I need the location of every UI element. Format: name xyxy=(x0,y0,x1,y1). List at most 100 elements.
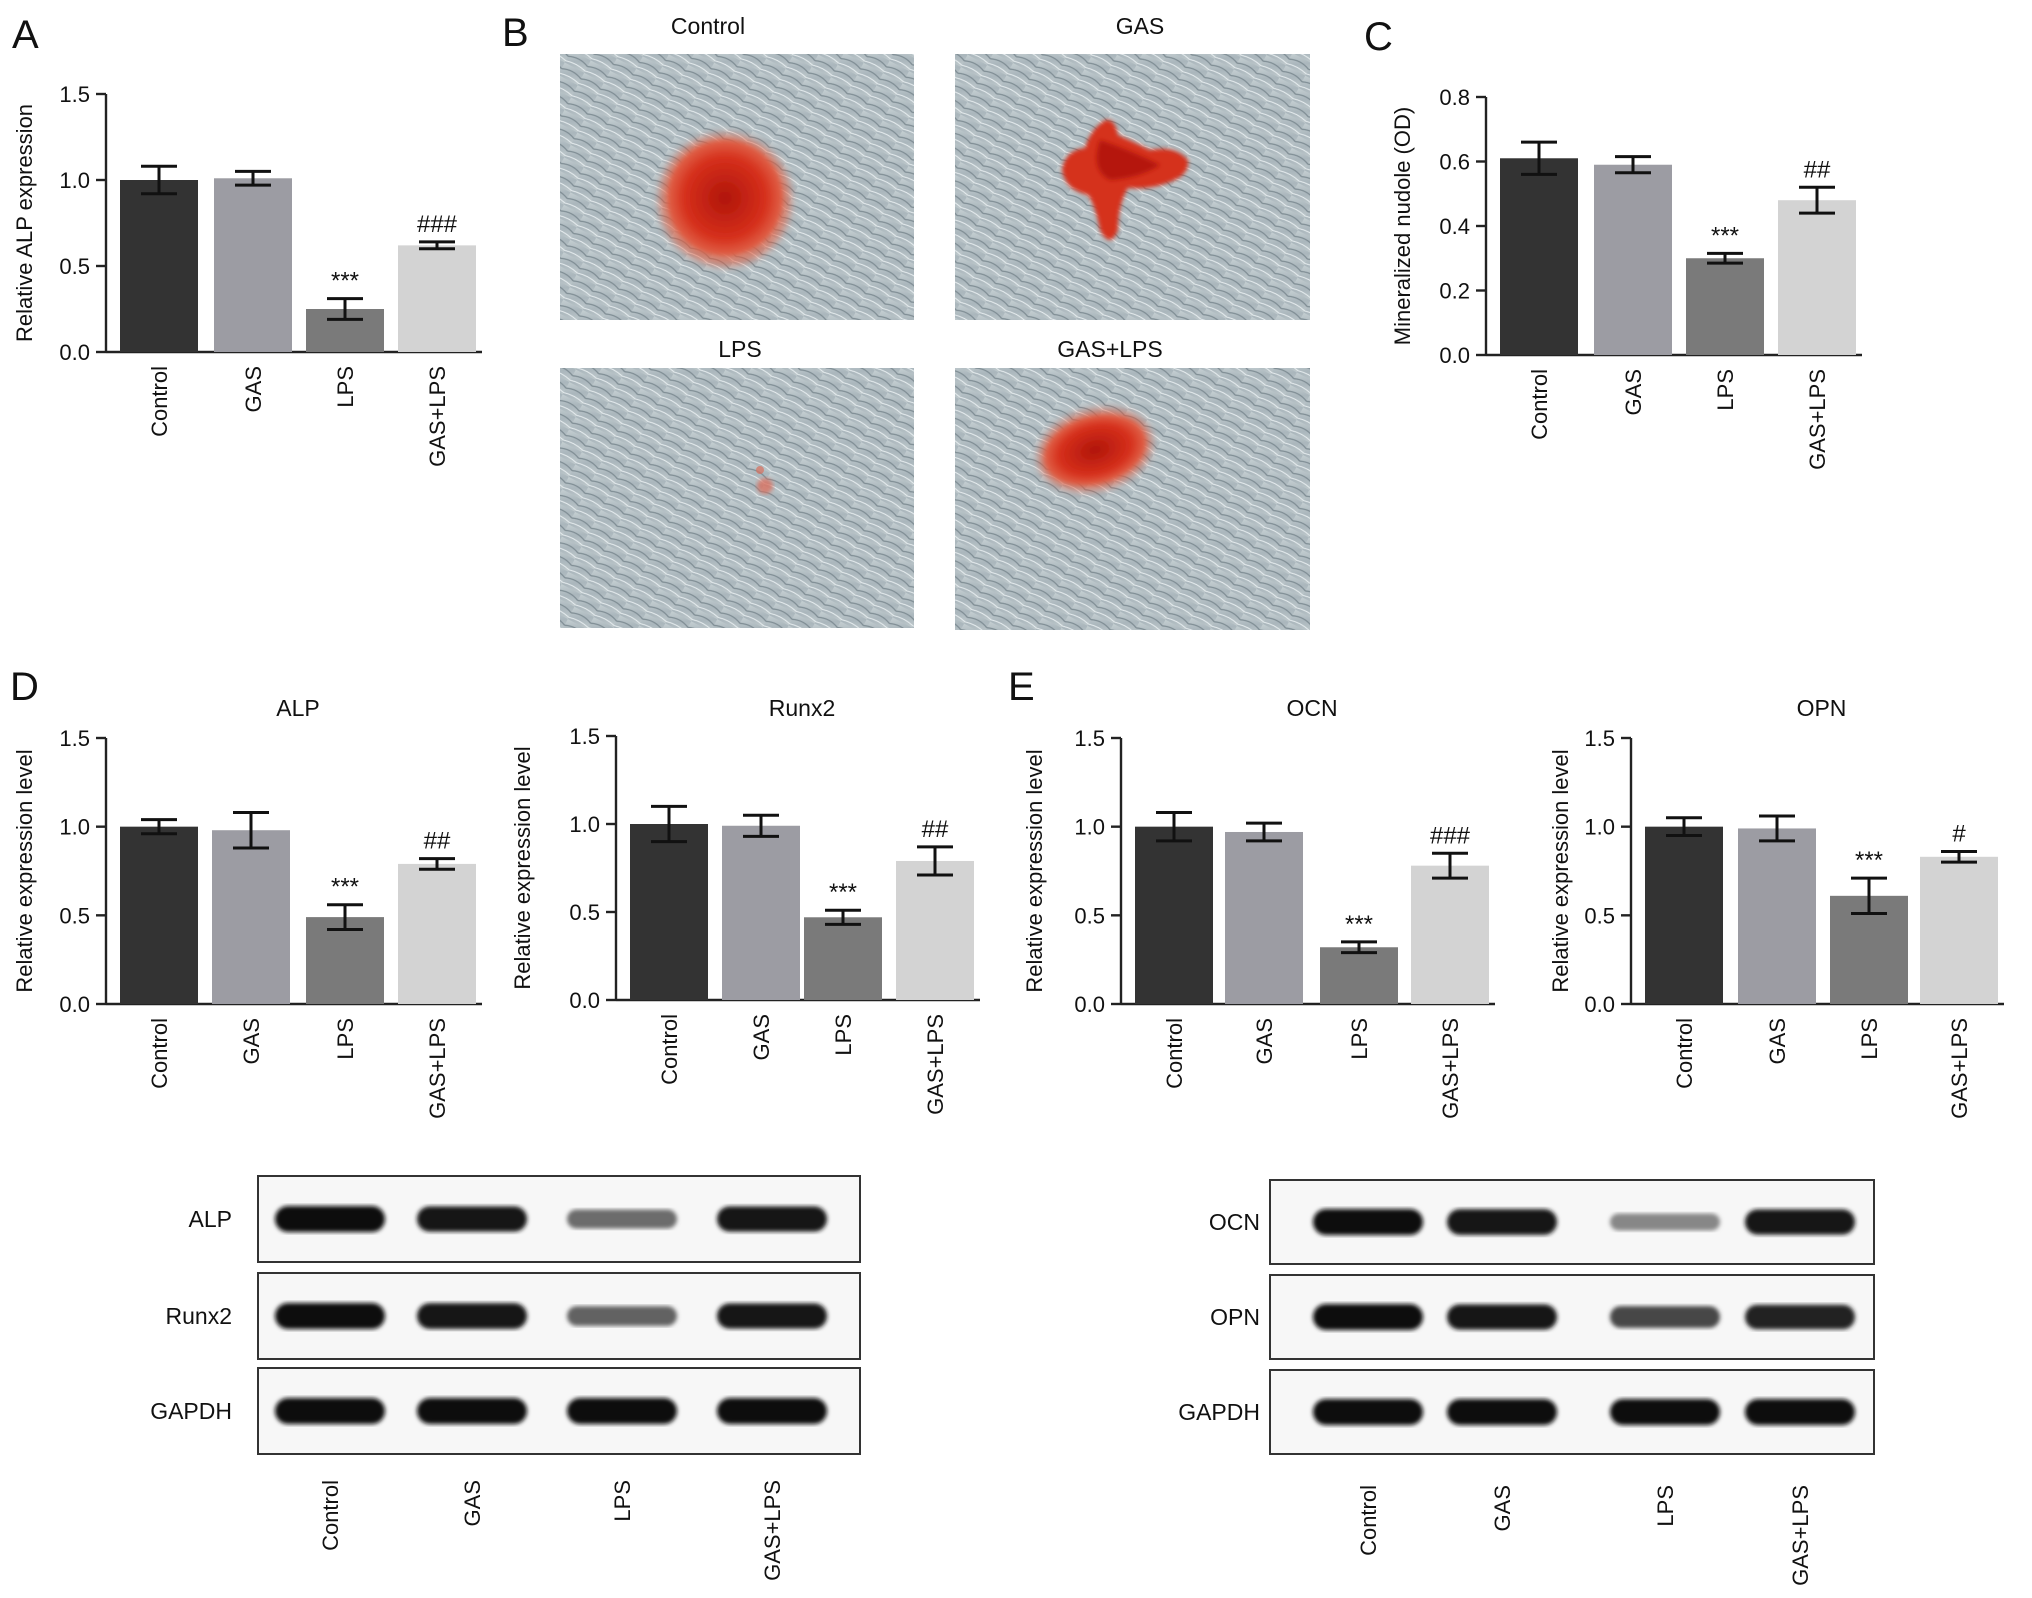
bar-control xyxy=(1645,826,1723,1004)
chart-title: Runx2 xyxy=(769,695,835,721)
y-tick-label: 0.0 xyxy=(59,340,90,365)
blot-band xyxy=(1745,1399,1855,1425)
x-tick-label: Control xyxy=(1527,369,1552,440)
blot-band xyxy=(1313,1399,1423,1425)
blot-row-label: OPN xyxy=(1210,1304,1260,1330)
bar-control xyxy=(1500,158,1578,355)
x-tick-label: GAS xyxy=(1252,1018,1277,1064)
y-tick-label: 1.0 xyxy=(59,815,90,840)
y-tick-label: 1.5 xyxy=(59,726,90,751)
blot-lane-label: GAS xyxy=(1490,1485,1515,1531)
blot-band xyxy=(1447,1304,1557,1330)
significance-marker: *** xyxy=(331,268,359,295)
chart-e-opn: OPN 0.0 0.5 1.0 1.5 Relative expression level… xyxy=(1548,695,2004,1119)
y-tick-label: 1.5 xyxy=(1074,726,1105,751)
y-axis-label: Relative expression level xyxy=(510,746,535,989)
blot-band xyxy=(1313,1304,1423,1330)
blot-band xyxy=(1313,1209,1423,1235)
x-tick-label: GAS+LPS xyxy=(425,366,450,467)
x-tick-label: Control xyxy=(657,1014,682,1085)
blot-band xyxy=(275,1398,385,1424)
blot-band xyxy=(275,1206,385,1232)
x-tick-label: GAS xyxy=(1765,1018,1790,1064)
blot-band xyxy=(717,1398,827,1424)
bar-gas xyxy=(1594,164,1672,355)
x-tick-label: LPS xyxy=(831,1014,856,1056)
blot-band xyxy=(1447,1399,1557,1425)
chart-a: 0.0 0.5 1.0 1.5 Relative ALP expression Contr… xyxy=(12,82,482,467)
blot-band xyxy=(1610,1213,1720,1231)
bar-lps xyxy=(306,917,384,1004)
micrograph-title-lps: LPS xyxy=(718,336,761,362)
blot-row-label: OCN xyxy=(1209,1209,1260,1235)
bar-gas xyxy=(1225,831,1303,1004)
significance-marker: # xyxy=(1952,820,1966,847)
y-axis-label: Relative ALP expression xyxy=(12,104,37,342)
chart-title: OPN xyxy=(1797,695,1847,721)
panel-label-d: D xyxy=(10,665,39,709)
y-tick-label: 0.6 xyxy=(1439,150,1470,175)
x-tick-label: GAS+LPS xyxy=(1805,369,1830,470)
blot-row-label: GAPDH xyxy=(1178,1399,1260,1425)
x-tick-label: Control xyxy=(147,1018,172,1089)
x-tick-label: LPS xyxy=(333,1018,358,1060)
y-tick-label: 0.0 xyxy=(1584,992,1615,1017)
blot-band xyxy=(417,1398,527,1424)
significance-marker: ## xyxy=(922,816,949,843)
bar-gas-lps xyxy=(398,863,476,1004)
bar-gas xyxy=(212,830,290,1004)
x-tick-label: GAS+LPS xyxy=(923,1014,948,1115)
y-tick-label: 0.5 xyxy=(59,254,90,279)
micrograph-title-control: Control xyxy=(671,13,745,39)
blot-lane-label: GAS+LPS xyxy=(1788,1485,1813,1586)
blot-band xyxy=(417,1303,527,1329)
blot-band xyxy=(717,1303,827,1329)
x-tick-label: GAS+LPS xyxy=(425,1018,450,1119)
significance-marker: ## xyxy=(1804,156,1831,183)
y-tick-label: 1.0 xyxy=(1074,815,1105,840)
blot-d-blot: ALP Runx2 GAPDH Control GAS LPS GAS+LPS xyxy=(150,1175,861,1581)
blot-band xyxy=(1745,1304,1855,1330)
chart-d-runx2: Runx2 0.0 0.5 1.0 1.5 Relative expression lev… xyxy=(510,695,980,1115)
y-tick-label: 1.0 xyxy=(1584,815,1615,840)
micrograph-gas: GAS xyxy=(955,13,1310,320)
blot-lane-label: GAS xyxy=(460,1480,485,1526)
blot-band xyxy=(567,1398,677,1424)
bar-gas-lps xyxy=(398,245,476,352)
significance-marker: ## xyxy=(424,828,451,855)
y-tick-label: 0.0 xyxy=(1074,992,1105,1017)
x-tick-label: GAS xyxy=(241,366,266,412)
x-tick-label: GAS xyxy=(1621,369,1646,415)
micrograph-title-gas: GAS xyxy=(1116,13,1165,39)
chart-c: 0.0 0.2 0.4 0.6 0.8 Mineralized nudole (OD) Co… xyxy=(1390,85,1862,470)
blot-lane-label: Control xyxy=(1356,1485,1381,1556)
blot-lane-label: Control xyxy=(318,1480,343,1551)
bar-control xyxy=(1135,826,1213,1004)
micrograph-title-gas-lps: GAS+LPS xyxy=(1057,336,1162,362)
panel-label-e: E xyxy=(1008,665,1035,709)
significance-marker: *** xyxy=(331,874,359,901)
y-axis-label: Relative expression level xyxy=(1548,749,1573,992)
bar-gas-lps xyxy=(1411,865,1489,1004)
y-tick-label: 0.0 xyxy=(59,992,90,1017)
bar-control xyxy=(630,824,708,1000)
y-axis-label: Mineralized nudole (OD) xyxy=(1390,107,1415,345)
x-tick-label: LPS xyxy=(333,366,358,408)
blot-row-label: Runx2 xyxy=(166,1303,232,1329)
x-tick-label: Control xyxy=(1672,1018,1697,1089)
y-tick-label: 0.5 xyxy=(59,903,90,928)
blot-band xyxy=(1610,1306,1720,1328)
bar-gas-lps xyxy=(1778,200,1856,355)
y-tick-label: 1.0 xyxy=(59,168,90,193)
y-tick-label: 1.5 xyxy=(59,82,90,107)
blot-row-label: ALP xyxy=(189,1206,232,1232)
blot-band xyxy=(717,1206,827,1232)
y-axis-label: Relative expression level xyxy=(12,749,37,992)
micrograph-lps: LPS xyxy=(560,336,914,628)
bar-lps xyxy=(804,917,882,1000)
y-tick-label: 0.0 xyxy=(569,988,600,1013)
x-tick-label: GAS xyxy=(749,1014,774,1060)
bar-control xyxy=(120,180,198,352)
y-tick-label: 0.5 xyxy=(569,900,600,925)
